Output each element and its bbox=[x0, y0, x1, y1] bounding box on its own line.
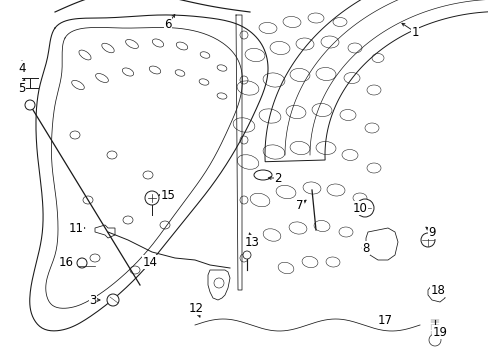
Text: 14: 14 bbox=[142, 256, 157, 269]
Circle shape bbox=[420, 233, 434, 247]
Text: 10: 10 bbox=[352, 202, 366, 215]
Text: 11: 11 bbox=[68, 221, 83, 234]
Text: 12: 12 bbox=[188, 302, 203, 315]
Circle shape bbox=[355, 199, 373, 217]
Circle shape bbox=[77, 258, 87, 268]
Text: 3: 3 bbox=[89, 293, 97, 306]
Ellipse shape bbox=[253, 170, 271, 180]
Circle shape bbox=[243, 251, 250, 259]
Text: 9: 9 bbox=[427, 225, 435, 239]
Text: 7: 7 bbox=[296, 198, 303, 212]
Circle shape bbox=[107, 294, 119, 306]
Text: 15: 15 bbox=[160, 189, 175, 202]
Text: 4: 4 bbox=[18, 62, 26, 75]
Text: 8: 8 bbox=[362, 242, 369, 255]
Text: 13: 13 bbox=[244, 235, 259, 248]
Text: 6: 6 bbox=[164, 18, 171, 31]
Text: 16: 16 bbox=[59, 256, 73, 269]
Text: 17: 17 bbox=[377, 314, 392, 327]
Circle shape bbox=[428, 334, 440, 346]
Text: 5: 5 bbox=[18, 81, 26, 95]
Text: 1: 1 bbox=[410, 26, 418, 39]
Circle shape bbox=[25, 100, 35, 110]
Text: 19: 19 bbox=[431, 325, 447, 338]
Text: 2: 2 bbox=[274, 171, 281, 185]
Text: 18: 18 bbox=[429, 284, 445, 297]
Circle shape bbox=[145, 191, 159, 205]
